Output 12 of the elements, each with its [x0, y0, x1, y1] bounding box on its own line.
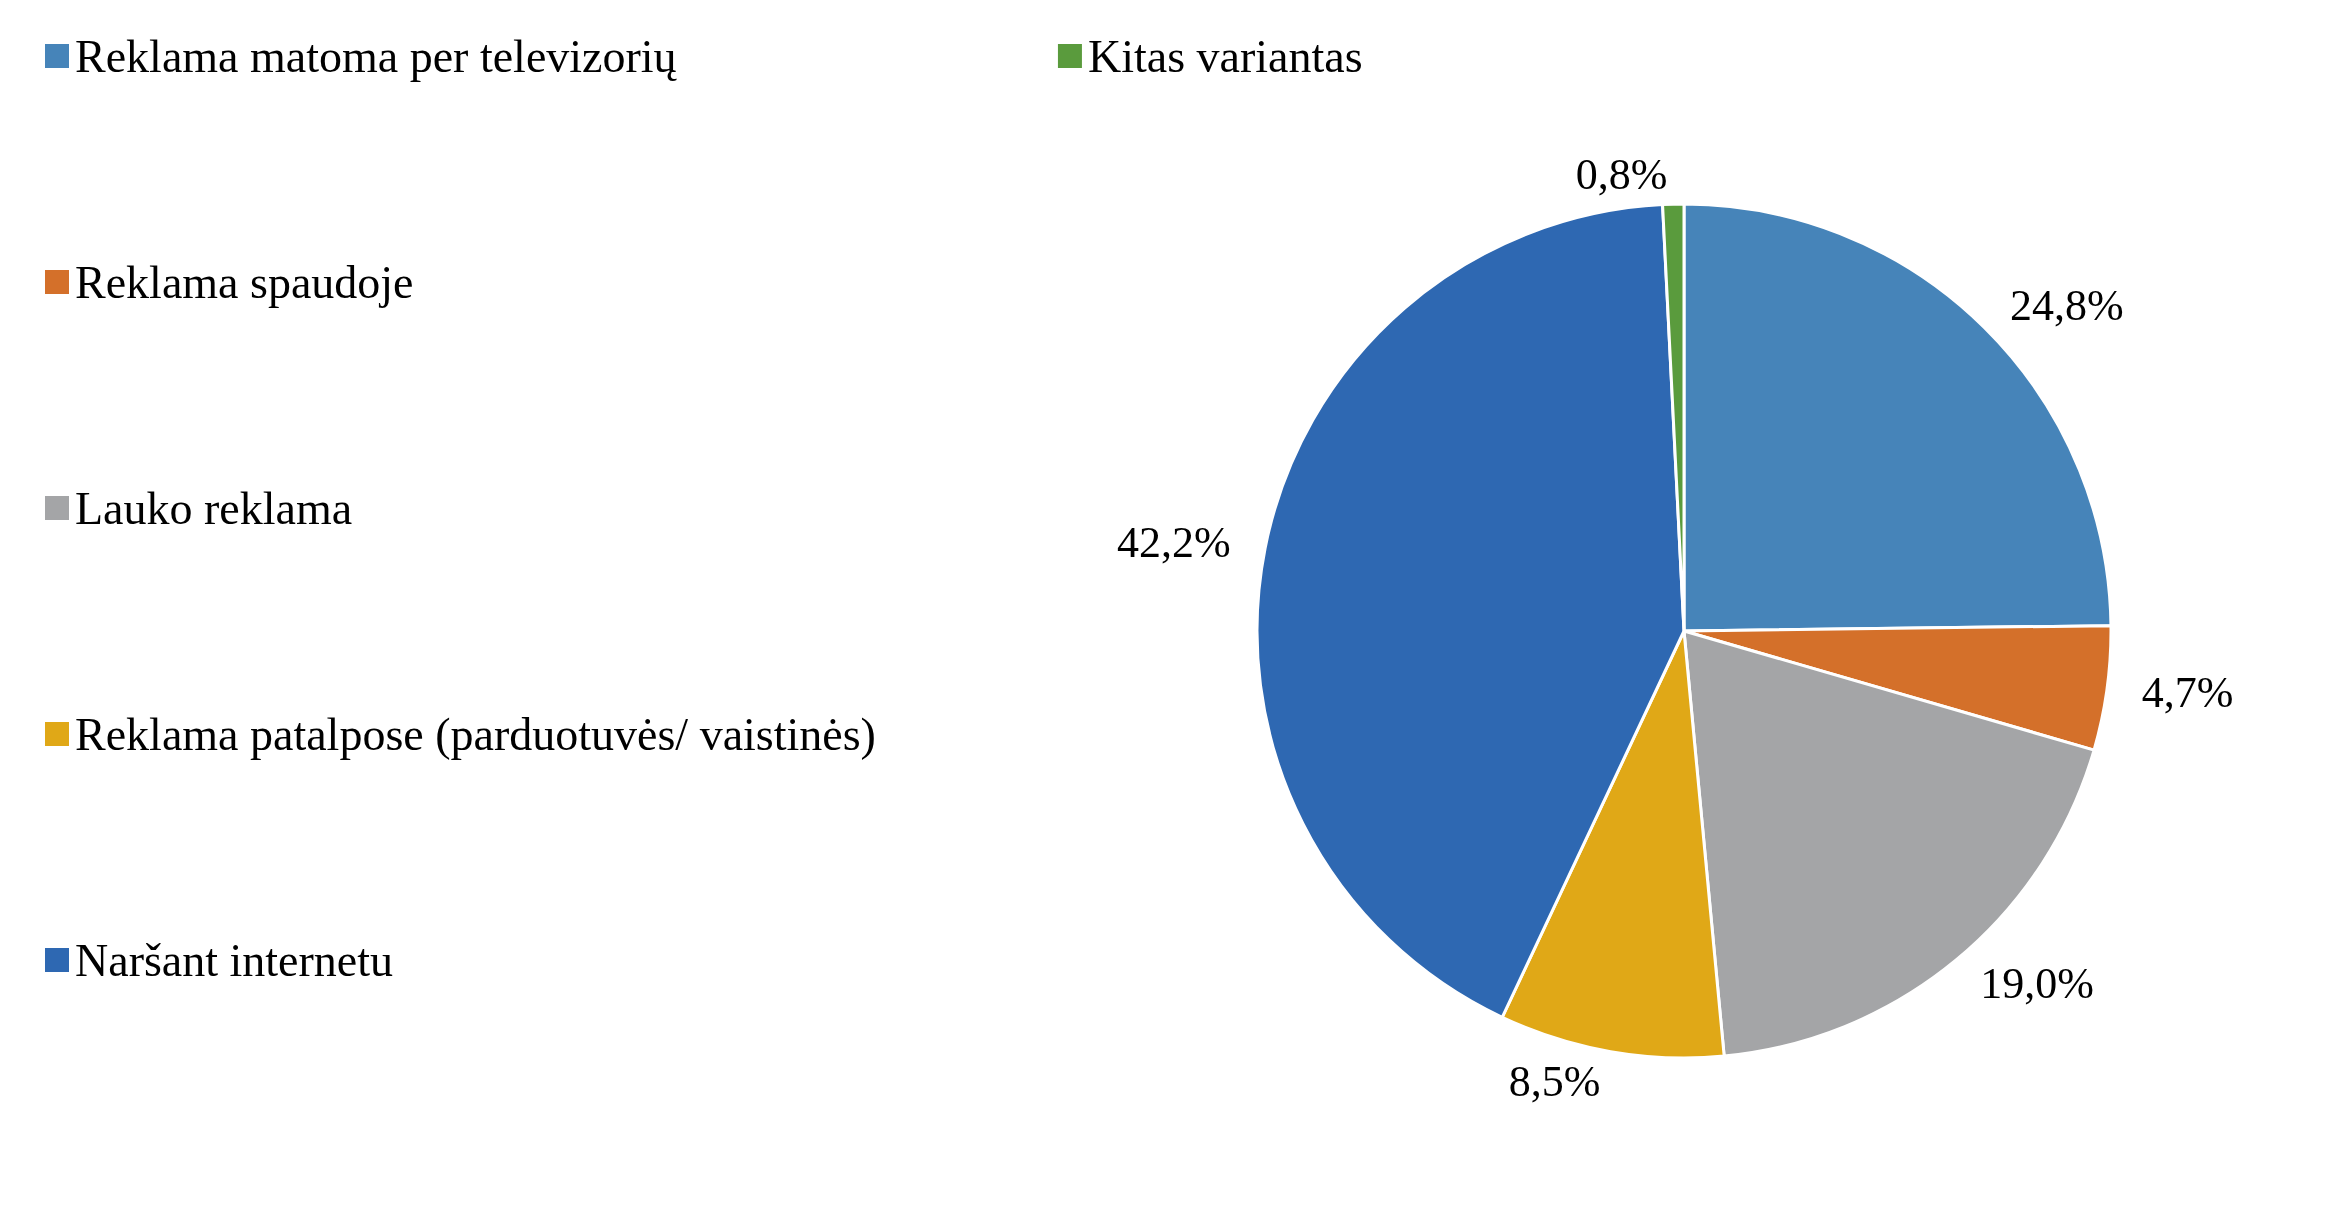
legend-label: Reklama spaudoje [75, 256, 414, 308]
legend-label: Naršant internetu [75, 934, 394, 986]
data-label: 4,7% [2141, 668, 2234, 718]
legend-label: Kitas variantas [1087, 30, 1363, 82]
data-label: 19,0% [1980, 958, 2094, 1008]
data-label: 42,2% [1116, 518, 1231, 568]
legend-label: Reklama patalpose (parduotuvės/ vaistinės) [75, 708, 876, 760]
data-label: 8,5% [1508, 1056, 1601, 1106]
legend-label: Reklama matoma per televizorių [75, 30, 678, 82]
data-label: 24,8% [2010, 281, 2124, 331]
data-label: 0,8% [1575, 149, 1668, 199]
legend-label: Lauko reklama [75, 482, 353, 534]
